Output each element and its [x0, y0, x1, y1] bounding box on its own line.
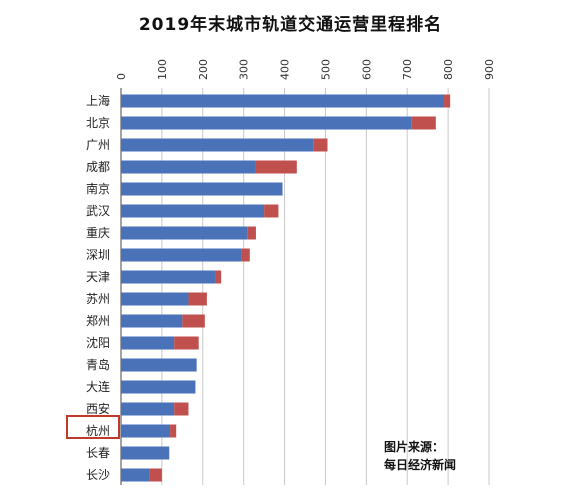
bar-red-11 — [174, 336, 199, 350]
bar-blue-4 — [121, 182, 283, 196]
source-note: 图片来源： 每日经济新闻 — [384, 438, 456, 474]
source-note-line1: 图片来源： — [384, 440, 445, 454]
bar-blue-13 — [121, 380, 196, 394]
chart-title: 2019年末城市轨道交通运营里程排名 — [138, 15, 443, 35]
x-tick-label: 500 — [319, 59, 332, 80]
bar-blue-2 — [121, 138, 314, 152]
category-label: 沈阳 — [86, 335, 110, 350]
bar-blue-3 — [121, 160, 256, 174]
bar-blue-0 — [121, 94, 445, 108]
bar-blue-17 — [121, 468, 150, 482]
bar-blue-10 — [121, 314, 183, 328]
bar-blue-5 — [121, 204, 265, 218]
category-label: 杭州 — [86, 423, 110, 438]
bar-blue-15 — [121, 424, 171, 438]
bar-red-14 — [174, 402, 189, 416]
category-label: 长沙 — [86, 468, 110, 482]
bar-red-17 — [149, 468, 162, 482]
bar-blue-9 — [121, 292, 189, 306]
category-label: 北京 — [86, 116, 110, 130]
x-tick-label: 0 — [115, 73, 128, 80]
bar-red-9 — [188, 292, 207, 306]
source-note-line2: 每日经济新闻 — [384, 458, 457, 472]
bar-red-15 — [170, 424, 177, 438]
x-tick-label: 800 — [442, 59, 455, 80]
category-label: 深圳 — [86, 248, 110, 262]
bar-blue-7 — [121, 248, 242, 262]
category-label: 上海 — [86, 93, 110, 108]
highlight-box — [66, 415, 120, 439]
x-tick-label: 200 — [197, 59, 210, 80]
bar-red-3 — [255, 160, 297, 174]
category-label: 大连 — [86, 379, 110, 394]
grid-lines — [120, 88, 490, 485]
bar-red-5 — [264, 204, 279, 218]
bar-blue-1 — [121, 116, 412, 130]
bar-red-10 — [182, 314, 205, 328]
category-label: 南京 — [86, 181, 110, 196]
category-label: 郑州 — [86, 313, 110, 328]
x-tick-label: 900 — [483, 59, 496, 80]
category-label: 武汉 — [86, 204, 110, 218]
bar-blue-11 — [121, 336, 175, 350]
category-label: 重庆 — [86, 226, 110, 240]
bar-red-2 — [313, 138, 328, 152]
category-label: 青岛 — [86, 357, 110, 372]
bar-red-7 — [241, 248, 250, 262]
category-label: 西安 — [86, 401, 110, 416]
bar-red-1 — [411, 116, 436, 130]
category-label: 长春 — [86, 446, 110, 460]
bar-blue-16 — [121, 446, 170, 460]
bar-blue-14 — [121, 402, 175, 416]
category-label: 广州 — [86, 138, 110, 152]
x-tick-label: 700 — [401, 59, 414, 80]
bar-blue-6 — [121, 226, 248, 240]
x-tick-labels: 0 100 200 300 400 500 600 700 800 900 — [115, 59, 496, 80]
category-label: 天津 — [86, 270, 110, 284]
bar-blue-8 — [121, 270, 216, 284]
x-tick-label: 300 — [238, 59, 251, 80]
bar-blue-12 — [121, 358, 197, 372]
category-label: 苏州 — [86, 292, 110, 306]
x-tick-label: 600 — [360, 59, 373, 80]
x-tick-label: 100 — [156, 59, 169, 80]
bars — [121, 94, 451, 482]
category-label: 成都 — [86, 160, 110, 174]
bar-red-8 — [215, 270, 222, 284]
bar-red-0 — [444, 94, 451, 108]
bar-red-6 — [247, 226, 256, 240]
x-tick-label: 400 — [279, 59, 292, 80]
